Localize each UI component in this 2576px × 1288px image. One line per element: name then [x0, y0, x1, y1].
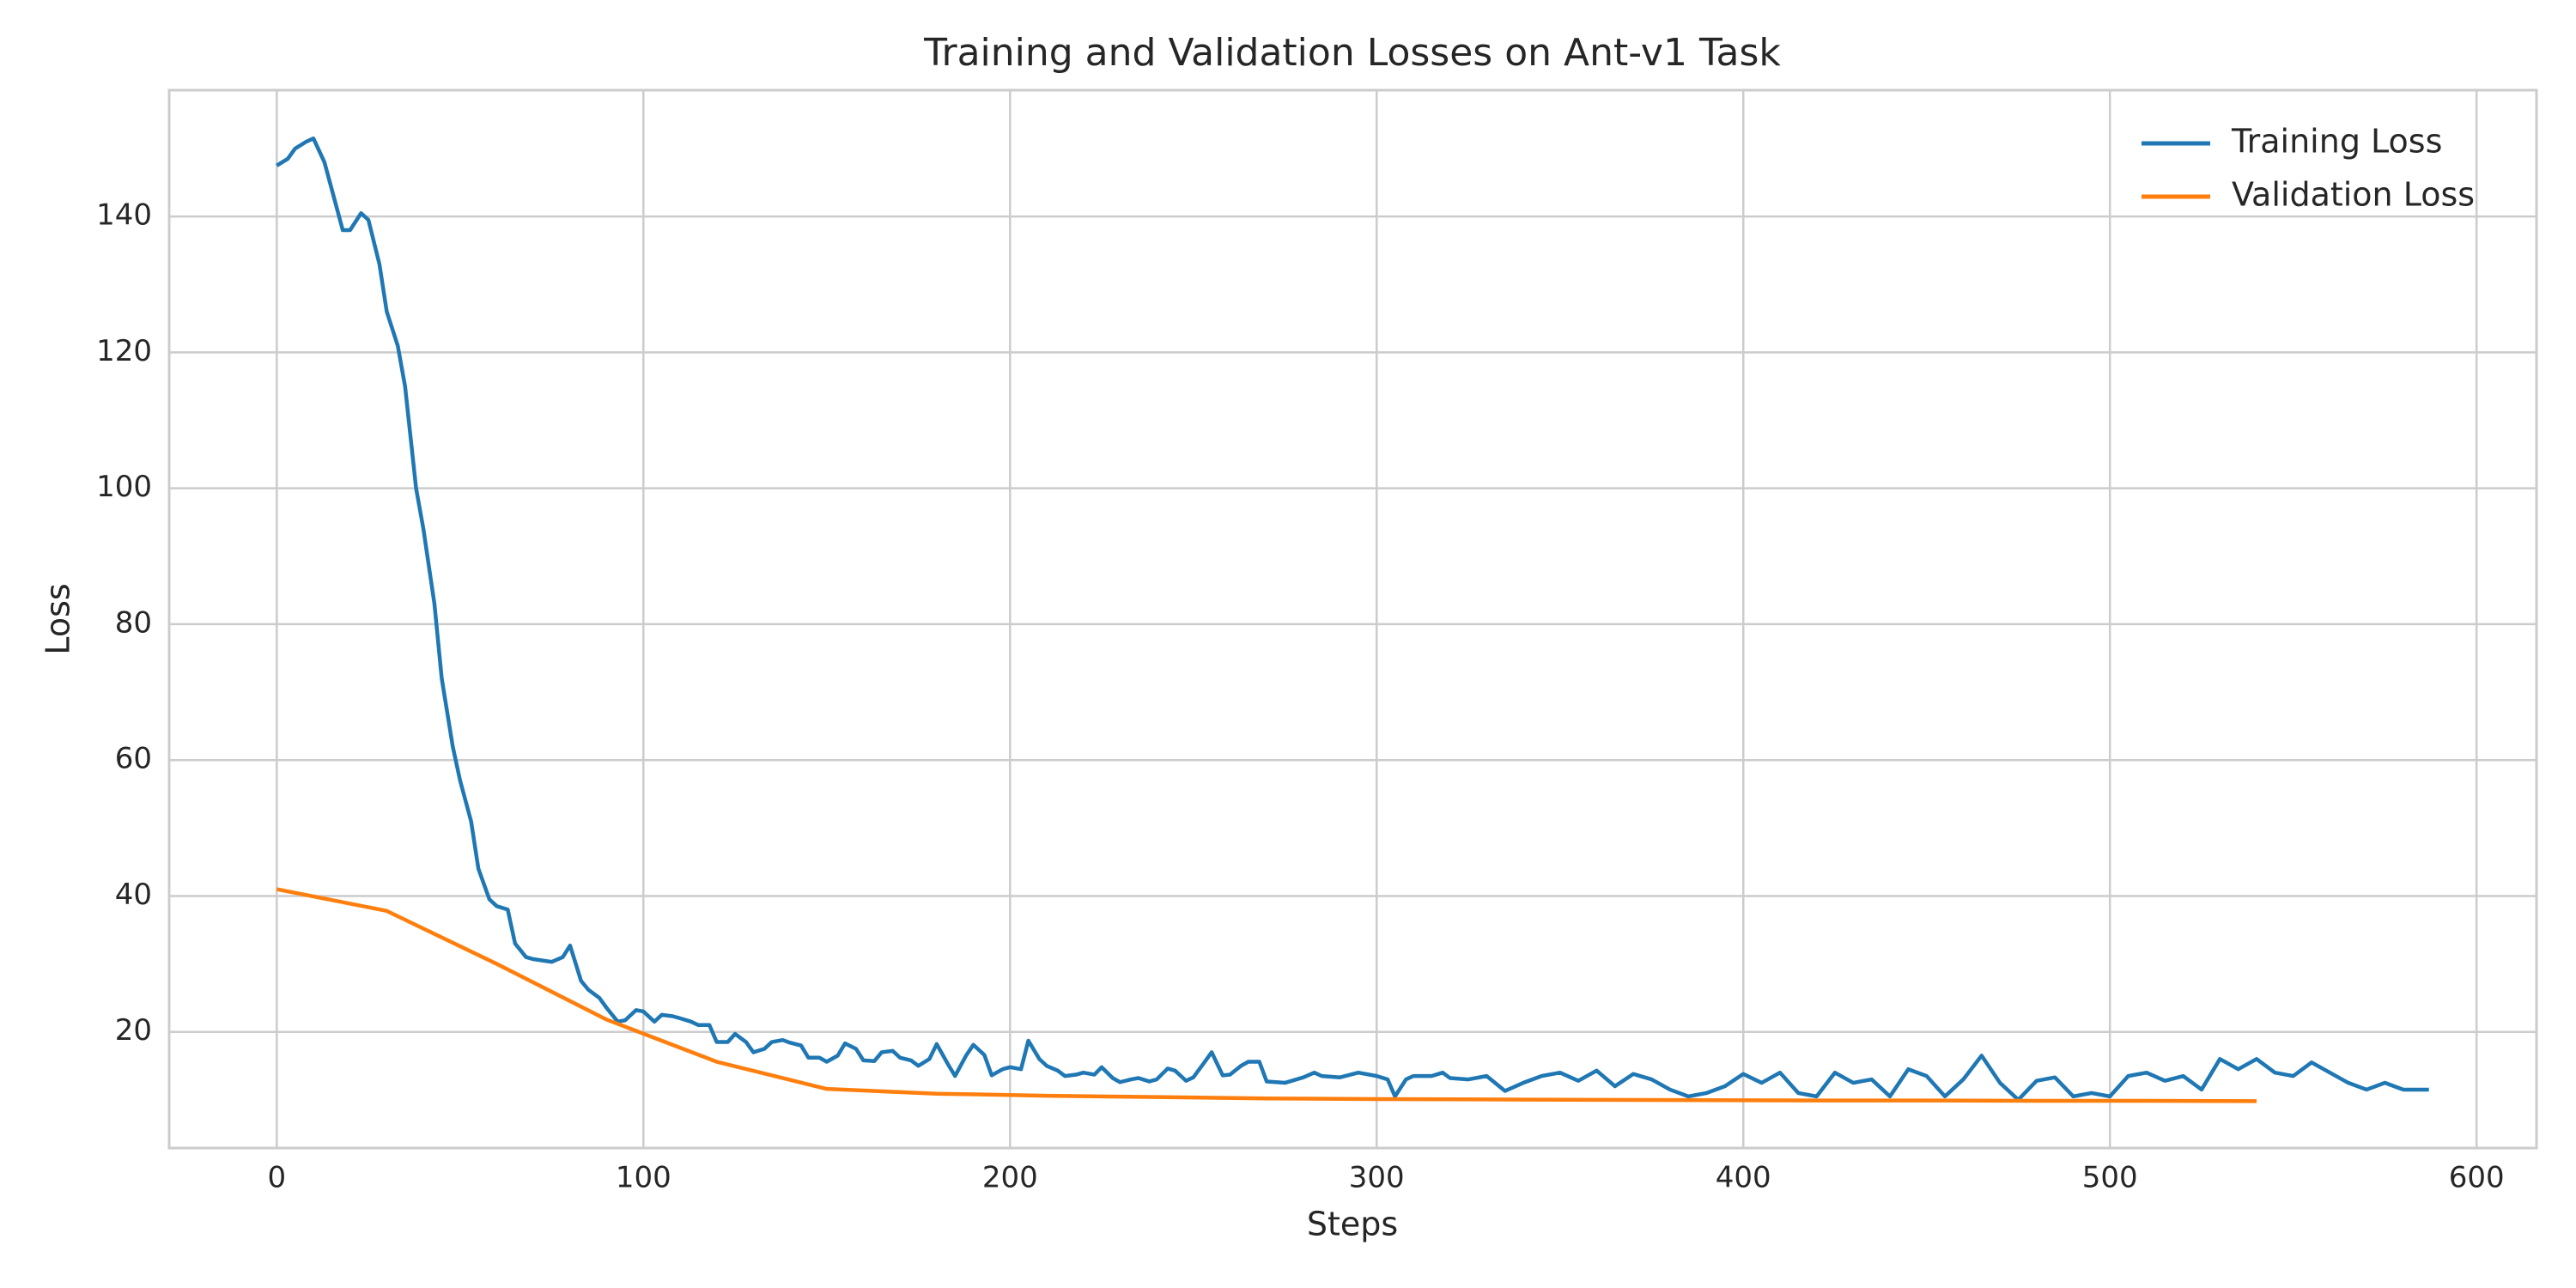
y-tick-label: 100: [96, 470, 152, 504]
series-line: [276, 136, 2429, 1103]
x-tick-label: 300: [1349, 1161, 1405, 1195]
series-line: [276, 887, 2257, 1103]
y-tick-label: 120: [96, 334, 152, 368]
y-tick-label: 20: [115, 1013, 152, 1048]
x-axis-label: Steps: [1307, 1206, 1398, 1243]
legend: Training Loss Validation Loss: [2142, 123, 2475, 214]
chart-title: Training and Validation Losses on Ant-v1…: [923, 31, 1781, 75]
plot-frame: [167, 88, 2538, 1150]
x-tick-label: 500: [2082, 1161, 2138, 1195]
x-tick-label: 600: [2449, 1161, 2505, 1195]
grid: [169, 90, 2537, 1148]
y-axis-label: Loss: [39, 583, 77, 654]
lines: [276, 136, 2429, 1103]
x-tick-label: 100: [616, 1161, 671, 1195]
legend-label: Training Loss: [2231, 123, 2442, 161]
x-tick-label: 0: [267, 1161, 286, 1195]
y-tick-label: 60: [115, 742, 152, 776]
legend-label: Validation Loss: [2232, 176, 2475, 214]
x-tick-label: 400: [1716, 1161, 1771, 1195]
y-tick-label: 40: [115, 878, 152, 912]
x-tick-label: 200: [982, 1161, 1038, 1195]
y-tick-label: 80: [115, 605, 152, 640]
y-tick-label: 140: [96, 198, 152, 233]
